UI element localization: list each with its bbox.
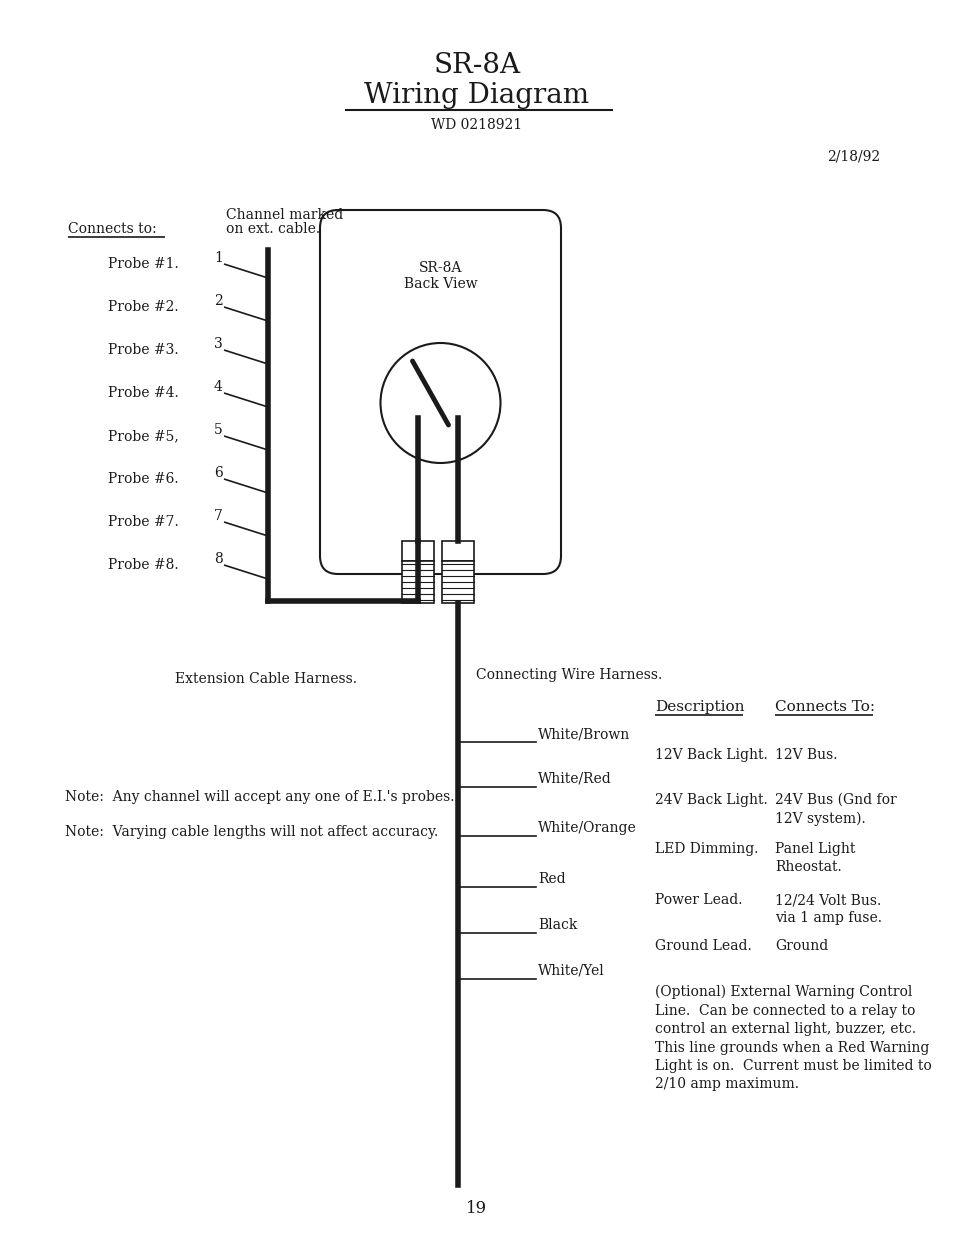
Text: 2: 2 (213, 294, 222, 308)
Text: 12V Back Light.: 12V Back Light. (655, 748, 767, 762)
Bar (401, 541, 434, 561)
Text: WD 0218921: WD 0218921 (431, 119, 522, 132)
Text: LED Dimming.: LED Dimming. (655, 842, 758, 856)
Text: Channel marked: Channel marked (226, 207, 343, 222)
Text: Black: Black (537, 918, 577, 932)
Text: 2/18/92: 2/18/92 (826, 149, 879, 164)
Text: White/Orange: White/Orange (537, 821, 636, 835)
Text: 24V Bus (Gnd for
12V system).: 24V Bus (Gnd for 12V system). (774, 793, 896, 826)
Text: Probe #2.: Probe #2. (108, 300, 178, 314)
Text: Note:  Varying cable lengths will not affect accuracy.: Note: Varying cable lengths will not aff… (65, 825, 437, 839)
Text: Back View: Back View (403, 277, 476, 291)
Text: (Optional) External Warning Control
Line.  Can be connected to a relay to
contro: (Optional) External Warning Control Line… (655, 986, 931, 1092)
Text: Probe #7.: Probe #7. (108, 515, 178, 529)
Text: Wiring Diagram: Wiring Diagram (364, 82, 589, 109)
Text: Probe #5,: Probe #5, (108, 429, 178, 443)
Bar (401, 561, 434, 603)
Text: Connects to:: Connects to: (68, 222, 156, 236)
Text: 19: 19 (466, 1200, 487, 1216)
Text: on ext. cable.: on ext. cable. (226, 222, 320, 236)
Text: Probe #3.: Probe #3. (108, 343, 178, 357)
Text: 1: 1 (213, 251, 223, 266)
Text: Panel Light
Rheostat.: Panel Light Rheostat. (774, 842, 855, 874)
Text: 12/24 Volt Bus.
via 1 amp fuse.: 12/24 Volt Bus. via 1 amp fuse. (774, 893, 882, 925)
Text: Power Lead.: Power Lead. (655, 893, 741, 906)
Text: Probe #8.: Probe #8. (108, 558, 178, 572)
Text: 12V Bus.: 12V Bus. (774, 748, 837, 762)
Text: 24V Back Light.: 24V Back Light. (655, 793, 767, 806)
Text: SR-8A: SR-8A (433, 52, 520, 79)
Text: White/Brown: White/Brown (537, 727, 630, 741)
Text: Extension Cable Harness.: Extension Cable Harness. (174, 672, 356, 685)
Text: 3: 3 (213, 337, 222, 351)
Text: Connects To:: Connects To: (774, 700, 874, 714)
Text: White/Yel: White/Yel (537, 965, 604, 978)
Text: Connecting Wire Harness.: Connecting Wire Harness. (476, 668, 661, 682)
Text: 5: 5 (213, 424, 222, 437)
Text: Description: Description (655, 700, 743, 714)
Text: SR-8A: SR-8A (418, 261, 461, 275)
Bar (441, 561, 474, 603)
Text: White/Red: White/Red (537, 772, 611, 785)
Text: Probe #1.: Probe #1. (108, 257, 178, 270)
Text: 4: 4 (213, 380, 223, 394)
Bar (441, 541, 474, 561)
Text: Probe #6.: Probe #6. (108, 472, 178, 487)
Text: Ground: Ground (774, 939, 827, 953)
Text: Ground Lead.: Ground Lead. (655, 939, 751, 953)
Text: 6: 6 (213, 466, 222, 480)
Text: 7: 7 (213, 509, 223, 522)
Text: Note:  Any channel will accept any one of E.I.'s probes.: Note: Any channel will accept any one of… (65, 790, 454, 804)
Text: 8: 8 (213, 552, 222, 566)
Text: Probe #4.: Probe #4. (108, 387, 178, 400)
Text: Red: Red (537, 872, 565, 885)
